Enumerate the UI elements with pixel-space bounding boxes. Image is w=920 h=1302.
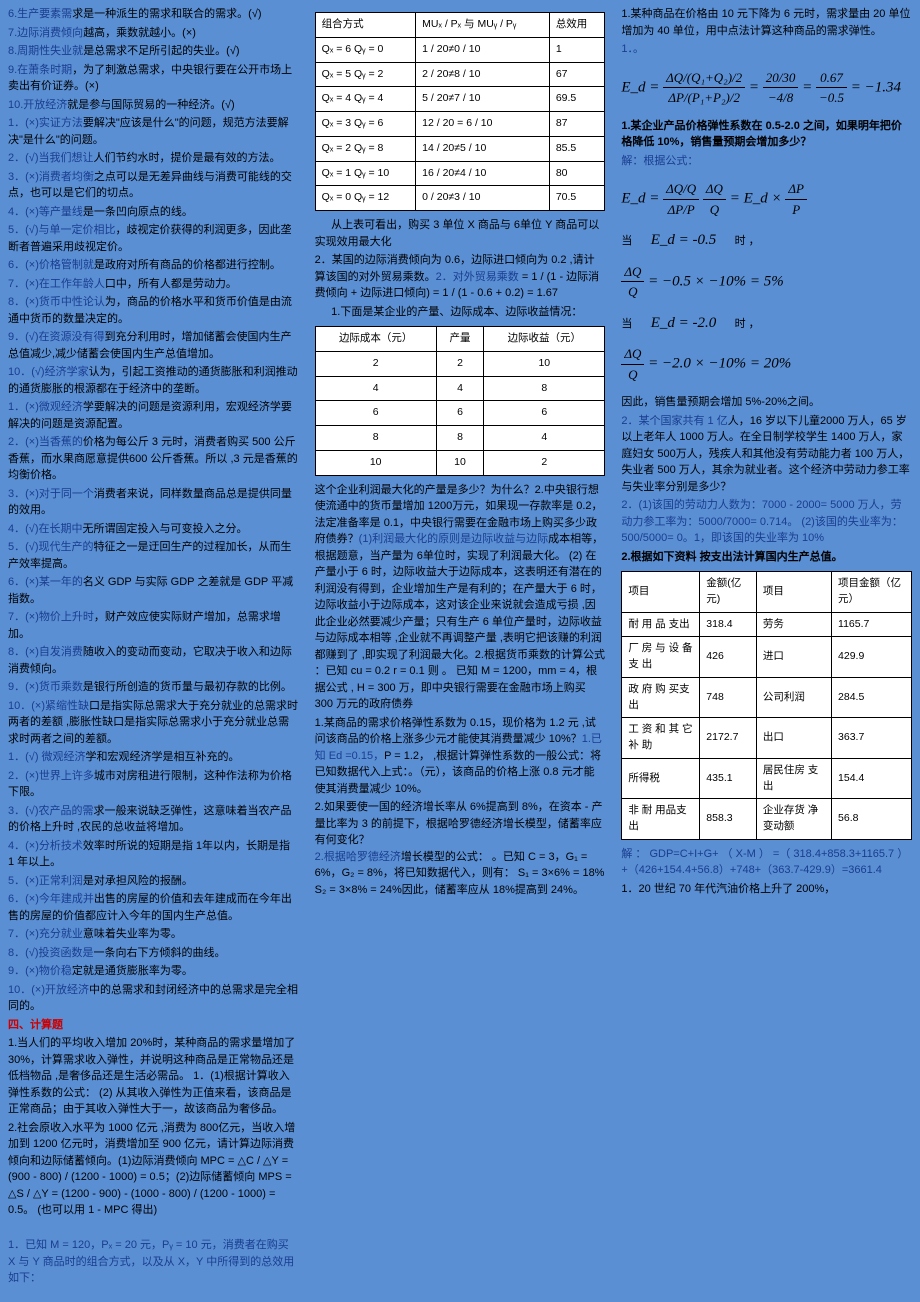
table-row: 666	[315, 401, 605, 426]
tf-item: 4．(√)在长期中无所谓固定投入与可变投入之分。	[8, 521, 299, 538]
table-row: 10102	[315, 450, 605, 475]
formula-3: ΔQQ = −0.5 × −10% = 5%	[621, 262, 912, 302]
table-row: 工 资 和 其 它 补 助2172.7出口363.7	[622, 718, 912, 759]
table-row: Qₓ = 2 Qᵧ = 814 / 20≠5 / 1085.5	[315, 136, 605, 161]
tf-item: 6.生产要素需求是一种派生的需求和联合的需求。(√)	[8, 6, 299, 23]
tf-item: 7.边际消费倾向越高，乘数就越小。(×)	[8, 25, 299, 42]
tf-item: 10.开放经济就是参与国际贸易的一种经济。(√)	[8, 97, 299, 114]
c1-calc1: 1.当人们的平均收入增加 20%时，某种商品的需求量增加了 30%，计算需求收入…	[8, 1035, 299, 1118]
tf-item: 4．(×)分析技术效率时所说的短期是指 1年以内，长期是指 1 年以上。	[8, 838, 299, 871]
c3-p6: 2．某个国家共有 1 亿人，16 岁以下儿童2000 万人，65 岁以上老年人 …	[621, 413, 912, 496]
tf-item: 9.在萧条时期，为了刺激总需求，中央银行要在公开市场上卖出有价证券。(×)	[8, 62, 299, 95]
c3-ans1: 解 ： GDP=C+I+G+ （ X-M ） =（ 318.4+858.3+11…	[621, 846, 912, 879]
formula-2: E_d = ΔQ/QΔP/P ΔQQ = E_d × ΔPP	[621, 179, 912, 219]
table-row: Qₓ = 3 Qᵧ = 612 / 20 = 6 / 1087	[315, 112, 605, 137]
section-4-title: 四、计算题	[8, 1017, 299, 1034]
tf-item: 9．(×)物价稳定就是通货膨胀率为零。	[8, 963, 299, 980]
formula-4: ΔQQ = −2.0 × −10% = 20%	[621, 344, 912, 384]
c3-p1b: 1．。	[621, 41, 912, 58]
c1-calc2: 2.社会原收入水平为 1000 亿元 ,消费为 800亿元，当收入增加到 120…	[8, 1120, 299, 1219]
tf-item: 7．(×)在工作年龄人口中，所有人都是劳动力。	[8, 276, 299, 293]
table-row: 耐 用 品 支出318.4劳务1165.7	[622, 612, 912, 637]
tf-item: 10．(√)经济学家认为，引起工资推动的通货膨胀和利润推动的通货膨胀的根源都在于…	[8, 364, 299, 397]
table-3: 项目金额(亿元)项目项目金额（亿元） 耐 用 品 支出318.4劳务1165.7…	[621, 571, 912, 840]
table-row: 厂 房 与 设 备 支 出426进口429.9	[622, 637, 912, 678]
table-row: Qₓ = 0 Qᵧ = 120 / 20≠3 / 1070.5	[315, 186, 605, 211]
tf-item: 3．(×)对于同一个消费者来说，同样数量商品总是提供同量的效用。	[8, 486, 299, 519]
tf-item: 4．(×)等产量线是一条凹向原点的线。	[8, 204, 299, 221]
column-2: 组合方式MUₓ / Pₓ 与 MUᵧ / Pᵧ总效用 Qₓ = 6 Qᵧ = 0…	[307, 0, 614, 1302]
tf-item: 8．(×)货币中性论认为，商品的价格水平和货币价值是由流通中货币的数量决定的。	[8, 294, 299, 327]
table-row: 448	[315, 376, 605, 401]
tf-item: 1．(√) 微观经济学和宏观经济学是相互补充的。	[8, 749, 299, 766]
tf-item: 1．(×)微观经济学要解决的问题是资源利用，宏观经济学要解决的问题是资源配置。	[8, 399, 299, 432]
table-2: 边际成本（元）产量边际收益（元） 221044866688410102	[315, 326, 606, 476]
c3-p5: 因此，销售量预期会增加 5%-20%之间。	[621, 394, 912, 411]
tf-item: 3．(√)农产品的需求一般来说缺乏弹性，这意味着当农产品的价格上升时 ,农民的总…	[8, 803, 299, 836]
tf-item: 8．(√)投资函数是一条向右下方倾斜的曲线。	[8, 945, 299, 962]
column-3: 1.某种商品在价格由 10 元下降为 6 元时，需求量由 20 单位增加为 40…	[613, 0, 920, 1302]
c3-p7: 2．(1)该国的劳动力人数为：7000 - 2000= 5000 万人，劳动力参…	[621, 497, 912, 547]
tf-item: 8.周期性失业就是总需求不足所引起的失业。(√)	[8, 43, 299, 60]
tf-item: 9．(×)货币乘数是银行所创造的货币量与最初存款的比例。	[8, 679, 299, 696]
tf-item: 10．(×)紧缩性缺口是指实际总需求大于充分就业的总需求时两者的差额 ,膨胀性缺…	[8, 698, 299, 748]
c3-p3: 当 E_d = -0.5 时 ，	[621, 229, 912, 252]
c3-p9: 1．20 世纪 70 年代汽油价格上升了 200%，	[621, 881, 912, 898]
table-row: 政 府 购 买支出748公司利润284.5	[622, 677, 912, 718]
tf-item: 7．(×)物价上升时，财产效应使实际财产增加，总需求增加。	[8, 609, 299, 642]
c3-p4: 当 E_d = -2.0 时 ，	[621, 312, 912, 335]
tf-item: 10．(×)开放经济中的总需求和封闭经济中的总需求是完全相同的。	[8, 982, 299, 1015]
tf-item: 5．(√)现代生产的特征之一是迂回生产的过程加长，从而生产效率提高。	[8, 539, 299, 572]
tf-item: 6．(×)某一年的名义 GDP 与实际 GDP 之差就是 GDP 平减指数。	[8, 574, 299, 607]
column-1: 6.生产要素需求是一种派生的需求和联合的需求。(√) 7.边际消费倾向越高，乘数就…	[0, 0, 307, 1302]
c3-p8: 2.根据如下资料 按支出法计算国内生产总值。	[621, 549, 912, 566]
tf-item: 8．(×)自发消费随收入的变动而变动，它取决于收入和边际消费倾向。	[8, 644, 299, 677]
table-row: 2210	[315, 351, 605, 376]
table-row: 884	[315, 426, 605, 451]
tf-item: 2．(√)当我们想让人们节约水时，提价是最有效的方法。	[8, 150, 299, 167]
table-row: Qₓ = 6 Qᵧ = 01 / 20≠0 / 101	[315, 37, 605, 62]
tf-item: 2．(×)当香蕉的价格为每公斤 3 元时，消费者购买 500 公斤香蕉，而水果商…	[8, 434, 299, 484]
c1-calc3: 1．已知 M = 120，Pₓ = 20 元，Pᵧ = 10 元，消费者在购买 …	[8, 1237, 299, 1287]
table-row: Qₓ = 5 Qᵧ = 22 / 20≠8 / 1067	[315, 62, 605, 87]
table-row: 非 耐 用品支出858.3企业存货 净变动额56.8	[622, 799, 912, 840]
c2-p3: 1.下面是某企业的产量、边际成本、边际收益情况：	[315, 304, 606, 321]
table-1: 组合方式MUₓ / Pₓ 与 MUᵧ / Pᵧ总效用 Qₓ = 6 Qᵧ = 0…	[315, 12, 606, 211]
table-row: 所得税435.1居民住房 支出154.4	[622, 758, 912, 799]
c3-p2a: 1.某企业产品价格弹性系数在 0.5-2.0 之间，如果明年把价格降低 10%，…	[621, 118, 912, 151]
tf-list: 6.生产要素需求是一种派生的需求和联合的需求。(√) 7.边际消费倾向越高，乘数就…	[8, 6, 299, 1015]
c2-p2: 2．某国的边际消费倾向为 0.6，边际进口倾向为 0.2 ,请计算该国的对外贸易…	[315, 252, 606, 302]
c3-p1: 1.某种商品在价格由 10 元下降为 6 元时，需求量由 20 单位增加为 40…	[621, 6, 912, 39]
tf-item: 5．(×)正常利润是对承担风险的报酬。	[8, 873, 299, 890]
tf-item: 3．(×)消费者均衡之点可以是无差异曲线与消费可能线的交点，也可以是它们的切点。	[8, 169, 299, 202]
formula-1: E_d = ΔQ/(Q₁+Q₂)/2ΔP/(P₁+P₂)/2 = 20/30−4…	[621, 68, 912, 108]
c2-p1: 从上表可看出，购买 3 单位 X 商品与 6单位 Y 商品可以实现效用最大化	[315, 217, 606, 250]
tf-item: 6．(×)今年建成并出售的房屋的价值和去年建成而在今年出售的房屋的价值都应计入今…	[8, 891, 299, 924]
c2-p6: 2.如果要使一国的经济增长率从 6%提高到 8%，在资本 - 产量比率为 3 的…	[315, 799, 606, 898]
tf-item: 6．(×)价格管制就是政府对所有商品的价格都进行控制。	[8, 257, 299, 274]
tf-item: 2．(×)世界上许多城市对房租进行限制，这种作法称为价格下限。	[8, 768, 299, 801]
tf-item: 5．(√)与单一定价相比，歧视定价获得的利润更多，因此垄断者普遍采用歧视定价。	[8, 222, 299, 255]
c3-p2s: 解：根据公式：	[621, 153, 912, 170]
tf-item: 7．(×)充分就业意味着失业率为零。	[8, 926, 299, 943]
table-row: Qₓ = 4 Qᵧ = 45 / 20≠7 / 1069.5	[315, 87, 605, 112]
tf-item: 9．(√)在资源没有得到充分利用时，增加储蓄会使国内生产总值减少,减少储蓄会使国…	[8, 329, 299, 362]
tf-item: 1．(×)实证方法要解决"应该是什么"的问题，规范方法要解决"是什么"的问题。	[8, 115, 299, 148]
c2-p5: 1.某商品的需求价格弹性系数为 0.15，现价格为 1.2 元 ,试问该商品的价…	[315, 715, 606, 798]
table-row: Qₓ = 1 Qᵧ = 1016 / 20≠4 / 1080	[315, 161, 605, 186]
c2-p4: 这个企业利润最大化的产量是多少？为什么？2.中央银行想使流通中的货币量增加 12…	[315, 482, 606, 713]
